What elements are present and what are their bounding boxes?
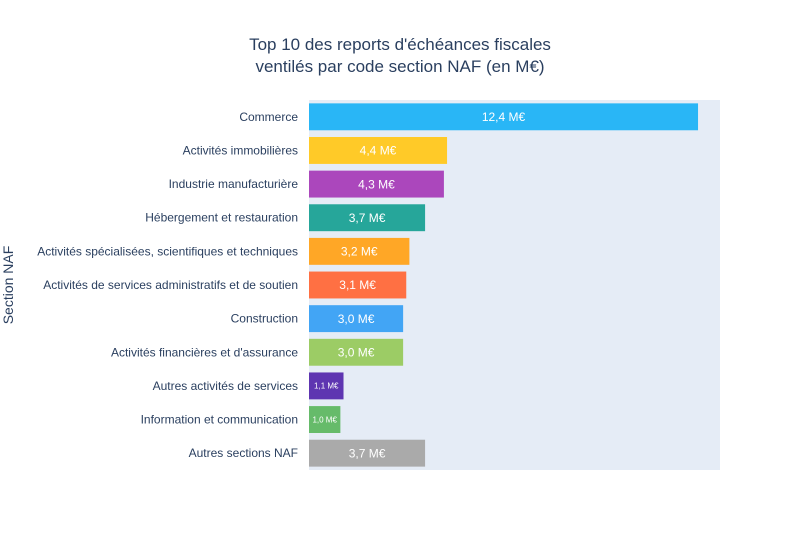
bar-value-label: 1,0 M€ [312,415,337,424]
bar[interactable] [309,204,426,232]
chart-title-line-2: ventilés par code section NAF (en M€) [255,57,544,76]
bar[interactable] [309,305,404,333]
bar[interactable] [309,103,699,131]
bar-value-label: 12,4 M€ [482,110,526,124]
category-label: Autres activités de services [153,379,298,393]
category-label: Activités financières et d'assurance [111,345,298,359]
bar-value-label: 3,7 M€ [349,211,386,225]
bar[interactable] [309,237,410,265]
bar-value-label: 4,4 M€ [360,144,397,158]
bar-value-label: 3,7 M€ [349,446,386,460]
bar[interactable] [309,439,426,467]
bar-value-label: 1,1 M€ [314,382,339,391]
bar[interactable] [309,372,344,400]
bars-layer: 12,4 M€ 4,4 M€ 4,3 M€ 3,7 M€ 3,2 M€ 3,1 M€ 3,0… [309,103,699,467]
category-label: Industrie manufacturière [169,177,299,191]
bar[interactable] [309,271,407,299]
y-axis-title: Section NAF [0,246,16,325]
category-label: Autres sections NAF [189,446,298,460]
bar-value-label: 3,2 M€ [341,245,378,259]
chart-title-line-1: Top 10 des reports d'échéances fiscales [249,35,551,54]
bar-value-label: 3,0 M€ [338,312,375,326]
category-label: Information et communication [141,413,298,427]
bar-value-label: 3,1 M€ [339,278,376,292]
bar-value-label: 3,0 M€ [338,345,375,359]
category-label: Activités de services administratifs et … [43,278,298,292]
bar[interactable] [309,170,444,198]
category-label: Activités immobilières [183,143,298,157]
category-label: Activités spécialisées, scientifiques et… [37,244,298,258]
bar[interactable] [309,338,404,366]
category-label: Construction [231,312,298,326]
bar[interactable] [309,406,341,433]
bar[interactable] [309,137,448,164]
category-label: Commerce [239,110,298,124]
bar-value-label: 4,3 M€ [358,177,395,191]
category-label: Hébergement et restauration [145,211,298,225]
